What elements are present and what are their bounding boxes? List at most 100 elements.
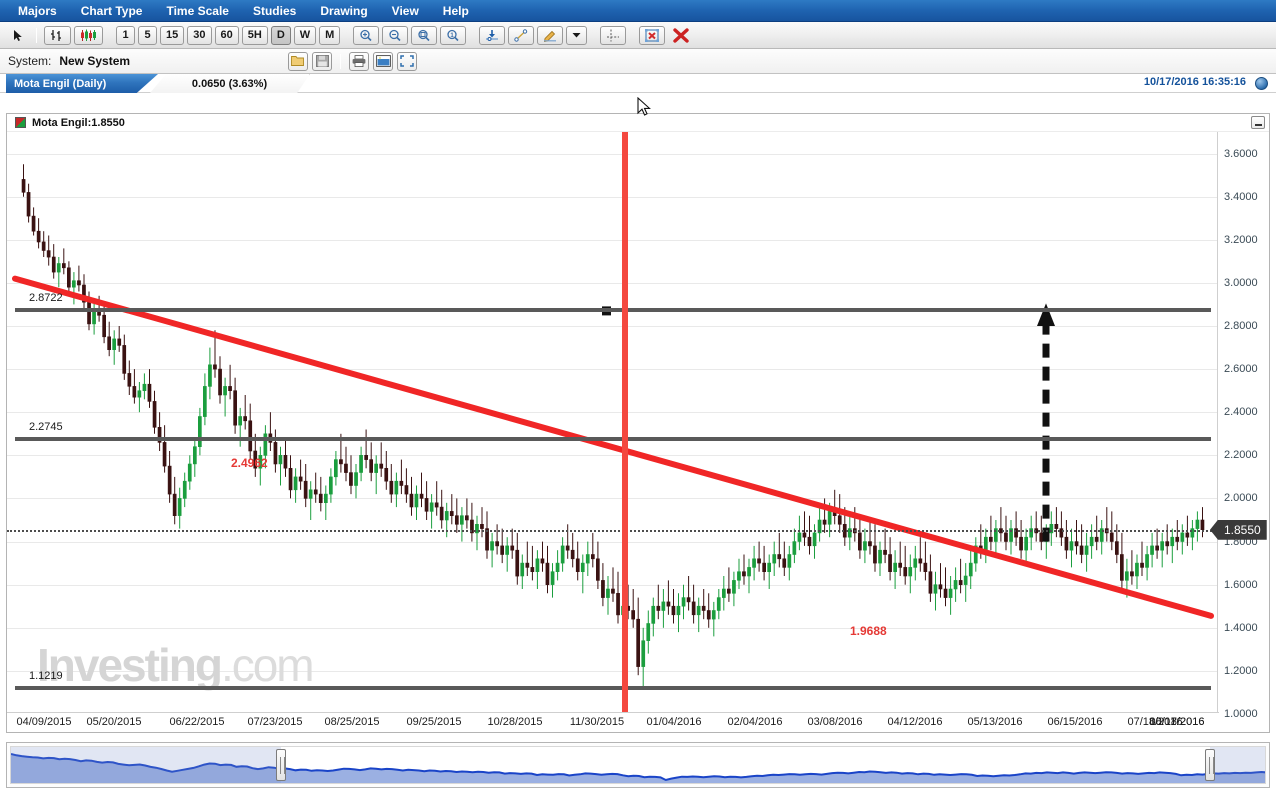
interval-5h[interactable]: 5H	[241, 25, 268, 45]
tab-instrument[interactable]: Mota Engil (Daily)	[6, 74, 158, 93]
minimize-chart-button[interactable]	[1251, 116, 1265, 129]
date-tick: 05/13/2016	[967, 716, 1023, 728]
system-bar: System: New System	[0, 49, 1276, 74]
anchor-tool-icon[interactable]	[479, 25, 506, 45]
chart-title-bar: Mota Engil (Daily) 0.0650 (3.63%) 10/17/…	[0, 74, 1276, 93]
save-system-icon[interactable]	[312, 51, 333, 71]
watermark-brand: Investing	[37, 639, 223, 691]
support-line-1[interactable]	[15, 685, 1211, 690]
date-tick: 04/12/2016	[887, 716, 943, 728]
resistance-line-2-label: 2.2745	[29, 421, 63, 434]
menu-studies[interactable]: Studies	[252, 3, 297, 18]
date-tick: 01/04/2016	[646, 716, 702, 728]
trend-label-upper: 2.4962	[231, 456, 268, 470]
chart-legend: Mota Engil:1.8550	[7, 114, 1269, 132]
date-tick: 06/15/2016	[1047, 716, 1103, 728]
candlestick-chart-type-icon[interactable]	[74, 25, 103, 45]
date-tick: 10/17/2016	[1149, 716, 1205, 728]
interval-5[interactable]: 5	[138, 25, 157, 45]
price-tick: 1.4000	[1224, 621, 1258, 634]
price-tick: 2.2000	[1224, 449, 1258, 462]
crosshair-tool-icon[interactable]	[600, 25, 627, 45]
resistance-line-1[interactable]	[15, 308, 1211, 313]
price-axis[interactable]: 3.6000 3.4000 3.2000 3.0000 2.8000 2.6000 2.40…	[1210, 132, 1269, 720]
chart-navigator[interactable]	[6, 742, 1270, 788]
menu-drawing[interactable]: Drawing	[320, 3, 368, 18]
trend-label-lower: 1.9688	[850, 624, 887, 638]
pencil-tool-icon[interactable]	[537, 25, 564, 45]
drawing-overlays[interactable]	[7, 132, 1219, 714]
price-tick: 3.2000	[1224, 233, 1258, 246]
date-tick: 11/30/2015	[569, 716, 625, 728]
date-axis[interactable]: 04/09/2015 05/20/2015 06/22/2015 07/23/2015…	[7, 712, 1219, 732]
print-icon[interactable]	[349, 51, 370, 71]
navigator-handle-left[interactable]	[276, 749, 287, 781]
bar-chart-type-icon[interactable]	[44, 25, 71, 45]
legend-label: Mota Engil:1.8550	[32, 116, 125, 129]
delete-all-icon[interactable]	[668, 26, 694, 45]
date-tick: 08/25/2015	[324, 716, 380, 728]
quote-timestamp: 10/17/2016 16:35:16	[1143, 76, 1246, 88]
resistance-line-1-label: 2.8722	[29, 292, 63, 305]
cursor-tool-icon[interactable]	[8, 26, 29, 45]
tab-price-change: 0.0650 (3.63%)	[150, 74, 310, 93]
delete-selected-icon[interactable]	[639, 25, 666, 45]
interval-monthly[interactable]: M	[319, 25, 341, 45]
system-divider	[340, 53, 342, 69]
navigator-shade-left	[11, 747, 282, 783]
date-tick: 10/28/2015	[487, 716, 543, 728]
plot-area[interactable]: Investing.com 2.8722 2.2745 1.1219 2.4962 1…	[7, 132, 1219, 714]
date-tick: 04/09/2015	[16, 716, 72, 728]
resistance-line-2[interactable]	[15, 437, 1211, 442]
pencil-dropdown-icon[interactable]	[566, 25, 588, 45]
interval-daily[interactable]: D	[270, 25, 291, 45]
watermark-suffix: .com	[220, 639, 315, 691]
navigator-inner[interactable]	[10, 746, 1266, 784]
navigator-shade-right	[1210, 747, 1265, 783]
zoom-in-icon[interactable]	[353, 25, 380, 45]
chart-panel: Mota Engil:1.8550 Investing.com 2.8722 2.…	[6, 113, 1270, 733]
last-price-dotted-line	[7, 529, 1219, 532]
date-tick: 02/04/2016	[727, 716, 783, 728]
date-tick: 07/23/2015	[247, 716, 303, 728]
price-tick: 1.6000	[1224, 578, 1258, 591]
date-tick: 07/18/2016	[1127, 716, 1183, 728]
price-tick: 2.0000	[1224, 492, 1258, 505]
interval-1[interactable]: 1	[116, 25, 135, 45]
grid-lines	[7, 154, 1219, 672]
navigator-sparkline	[11, 753, 1265, 783]
candlestick-series	[21, 164, 1205, 689]
date-tick: 08/18/2016	[1149, 716, 1205, 728]
trendline-tool-icon[interactable]	[508, 25, 535, 45]
price-tick: 1.0000	[1224, 708, 1258, 720]
menu-view[interactable]: View	[391, 3, 419, 18]
interval-30[interactable]: 30	[187, 25, 212, 45]
menu-help[interactable]: Help	[442, 3, 469, 18]
fullscreen-icon[interactable]	[397, 51, 418, 71]
series-color-swatch-icon	[15, 117, 26, 128]
date-tick: 03/08/2016	[807, 716, 863, 728]
investing-watermark: Investing.com	[37, 638, 315, 692]
interval-60[interactable]: 60	[214, 25, 239, 45]
zoom-out-icon[interactable]	[382, 25, 409, 45]
vertical-crosshair-line[interactable]	[622, 132, 628, 714]
system-name: New System	[59, 54, 131, 68]
price-tick: 3.0000	[1224, 276, 1258, 289]
status-indicator-icon	[1255, 77, 1268, 90]
zoom-reset-icon[interactable]: 1	[440, 25, 467, 45]
zoom-fit-icon[interactable]	[411, 25, 438, 45]
interval-15[interactable]: 15	[160, 25, 185, 45]
menu-majors[interactable]: Majors	[18, 3, 57, 18]
navigator-handle-right[interactable]	[1205, 749, 1216, 781]
menu-time-scale[interactable]: Time Scale	[166, 3, 229, 18]
open-system-icon[interactable]	[288, 51, 309, 71]
price-tick: 2.6000	[1224, 363, 1258, 376]
date-tick: 06/22/2015	[169, 716, 225, 728]
support-line-1-label: 1.1219	[29, 669, 63, 682]
snapshot-icon[interactable]	[373, 51, 394, 71]
price-tick: 1.2000	[1224, 664, 1258, 677]
interval-weekly[interactable]: W	[293, 25, 317, 45]
system-label: System:	[8, 54, 52, 68]
date-tick: 09/25/2015	[406, 716, 462, 728]
menu-chart-type[interactable]: Chart Type	[80, 3, 143, 18]
